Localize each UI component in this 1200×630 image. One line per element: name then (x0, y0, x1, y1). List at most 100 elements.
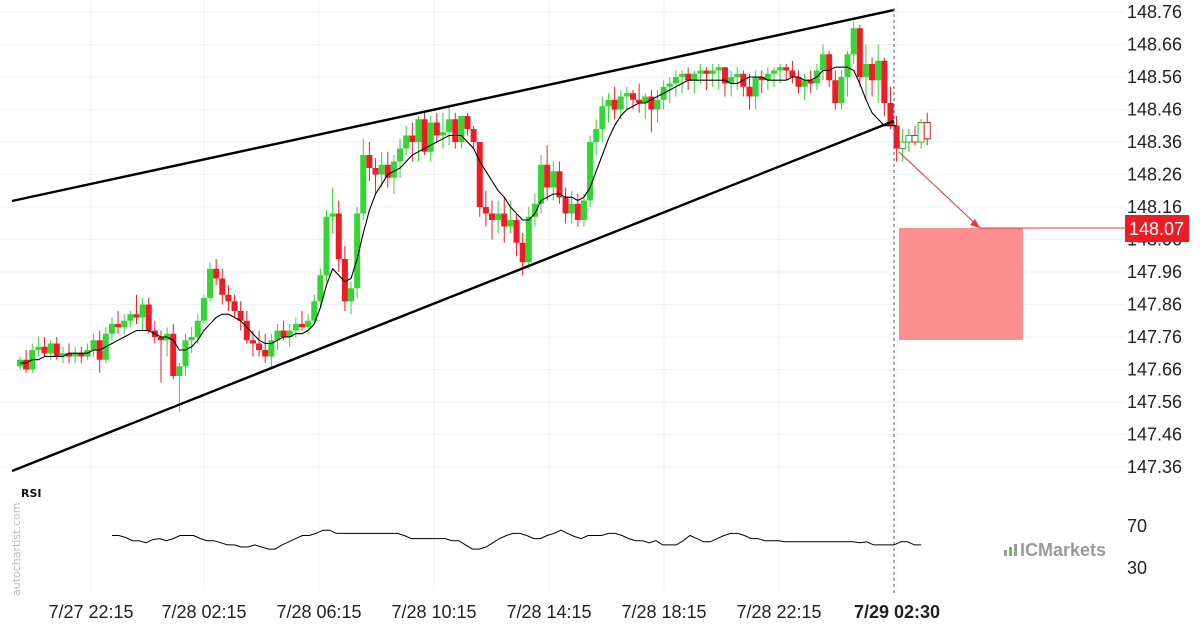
candle-body (66, 353, 73, 357)
candle-body (617, 96, 624, 110)
forecast-arrow-head (970, 219, 980, 228)
candle-body (917, 122, 925, 143)
candle-body (538, 164, 545, 204)
price-tick-label: 148.56 (1127, 67, 1182, 87)
candle-body (764, 73, 771, 81)
candle-body (746, 86, 753, 97)
candle-body (194, 320, 201, 337)
candle-body (237, 311, 244, 321)
autochartist-watermark: autochartist.com (10, 503, 23, 596)
candle-body (648, 96, 655, 110)
candle-body (605, 99, 612, 107)
candle-body (231, 301, 238, 311)
candle-body (715, 67, 722, 71)
lower-trendline (11, 119, 895, 473)
candle-body (470, 129, 477, 142)
candle-body (390, 161, 397, 178)
price-tick-label: 147.46 (1127, 425, 1182, 445)
candle-body (721, 67, 728, 84)
candle-body (881, 60, 888, 103)
candle-body (133, 314, 140, 318)
candle-body (807, 80, 814, 84)
candle-body (856, 28, 863, 77)
candle-body (366, 155, 373, 168)
candle-body (672, 77, 679, 84)
candle-body (893, 125, 900, 149)
candle-body (200, 298, 207, 321)
forecast-arrow-line (898, 151, 981, 229)
candle-body (685, 73, 692, 81)
candle-body (188, 337, 195, 341)
candle-body (666, 83, 673, 87)
candle-body (329, 213, 336, 217)
candle-body (789, 70, 796, 77)
candle-body (507, 220, 514, 227)
candle-body (531, 203, 538, 217)
candle-body (121, 320, 128, 328)
candle-body (397, 148, 404, 162)
candle-body (274, 330, 281, 341)
candle-body (826, 54, 833, 81)
forecast-target-zone (899, 228, 1023, 340)
time-tick-label: 7/29 02:30 (854, 602, 940, 622)
candle-body (127, 314, 134, 321)
candle-body (268, 340, 275, 357)
candle-body (311, 301, 318, 321)
candle-body (562, 197, 569, 214)
time-tick-label: 7/28 14:15 (506, 602, 591, 622)
rsi-panel: RSI 70 30 (21, 487, 1147, 578)
price-tick-label: 147.56 (1127, 392, 1182, 412)
candle-body (513, 220, 520, 243)
candle-body (354, 213, 361, 289)
candle-body (489, 213, 496, 220)
candle-body (709, 70, 716, 74)
candle-body (207, 268, 214, 298)
candle-body (219, 278, 226, 295)
price-tick-label: 148.66 (1127, 35, 1182, 55)
brand-bars-icon (1004, 544, 1017, 556)
rsi-line (112, 529, 922, 550)
time-tick-label: 7/28 06:15 (276, 602, 361, 622)
candle-body (458, 116, 465, 142)
candle-body (495, 213, 502, 220)
rsi-level-labels: 70 30 (1127, 516, 1147, 578)
wedge-trendlines (11, 8, 895, 473)
candlesticks (17, 21, 931, 412)
candle-body (623, 93, 630, 97)
candle-body (599, 106, 606, 129)
candle-body (850, 28, 857, 55)
candle-body (176, 366, 183, 376)
candle-body (35, 346, 42, 350)
candle-body (108, 324, 115, 334)
current-price-value: 148.07 (1129, 219, 1184, 239)
candle-body (752, 77, 759, 97)
time-tick-label: 7/28 10:15 (391, 602, 476, 622)
candle-body (862, 64, 869, 77)
rsi-level-label: 30 (1127, 558, 1147, 578)
candle-body (679, 73, 686, 77)
price-tick-label: 147.96 (1127, 262, 1182, 282)
candle-body (452, 119, 459, 142)
candle-body (78, 353, 85, 357)
candle-body (476, 142, 483, 207)
candle-body (90, 340, 97, 350)
candle-body (795, 77, 802, 87)
candle-body (378, 164, 385, 175)
candle-body (691, 73, 698, 81)
candle-body (923, 122, 931, 140)
candle-body (341, 259, 348, 302)
candle-body (869, 64, 876, 81)
candle-body (611, 99, 618, 110)
candle-body (783, 67, 790, 71)
candle-body (519, 242, 526, 263)
candle-body (899, 141, 907, 149)
upper-trendline (11, 8, 895, 203)
candle-body (905, 135, 913, 143)
forecast-zone (898, 151, 1125, 340)
candle-body (875, 60, 882, 81)
candle-body (832, 80, 839, 103)
candle-body (157, 337, 164, 341)
candle-body (734, 73, 741, 77)
price-tick-label: 148.76 (1127, 2, 1182, 22)
candle-body (292, 324, 299, 331)
